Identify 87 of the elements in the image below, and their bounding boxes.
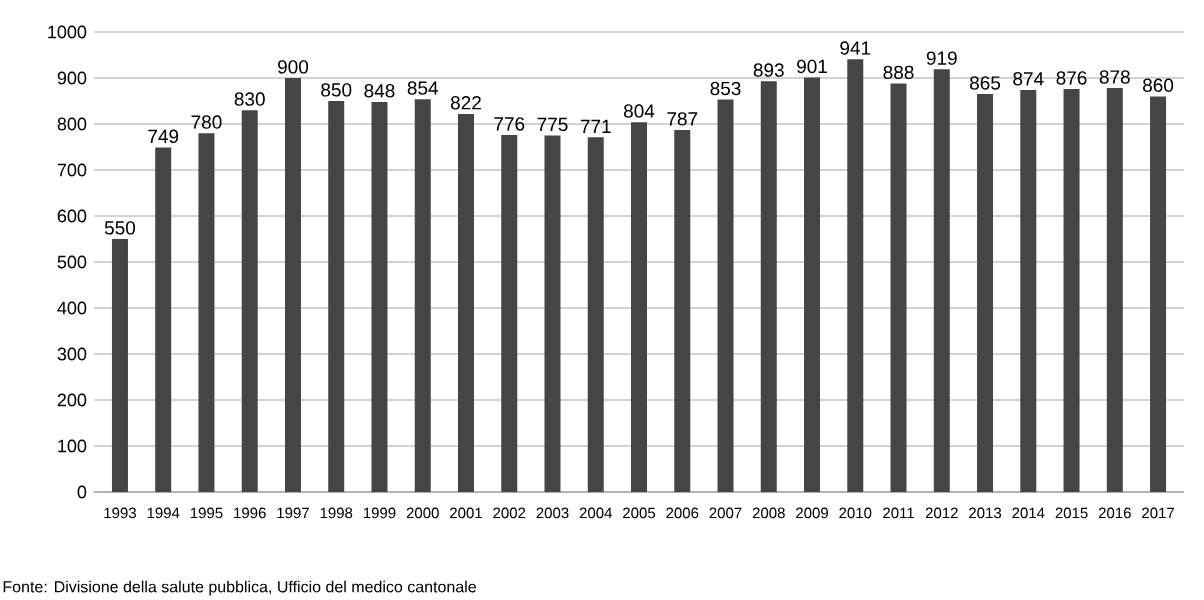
x-tick-label: 2017 <box>1142 507 1174 519</box>
y-tick-label: 800 <box>57 117 87 131</box>
data-label: 830 <box>234 92 265 106</box>
x-tick-label: 1996 <box>234 507 266 519</box>
data-label: 853 <box>710 81 741 96</box>
x-tick-label: 1998 <box>320 507 353 519</box>
y-tick-label: 100 <box>58 439 87 453</box>
bar <box>631 122 647 492</box>
x-tick-label: 1994 <box>147 507 180 519</box>
x-tick-label: 1997 <box>277 507 309 519</box>
data-label: 780 <box>191 115 222 129</box>
x-tick-label: 2010 <box>839 507 872 519</box>
bar <box>977 94 994 492</box>
data-label: 888 <box>883 65 914 80</box>
bar <box>155 147 172 492</box>
data-label: 893 <box>753 63 784 77</box>
y-tick-label: 200 <box>57 393 87 407</box>
bar <box>804 77 821 492</box>
data-label: 874 <box>1013 72 1044 86</box>
data-label: 876 <box>1056 71 1087 85</box>
y-tick-label: 0 <box>77 485 87 499</box>
data-label: 804 <box>623 104 655 118</box>
bar <box>414 99 431 492</box>
data-label: 878 <box>1099 70 1130 84</box>
bar <box>674 129 691 492</box>
bar <box>1020 89 1037 492</box>
bar <box>587 137 604 492</box>
x-tick-label: 2013 <box>969 507 1002 519</box>
y-tick-label: 400 <box>57 301 87 315</box>
data-label: 787 <box>667 112 698 126</box>
bar <box>717 99 734 492</box>
data-label: 865 <box>970 76 1001 90</box>
y-tick-label: 600 <box>57 209 87 223</box>
x-tick-label: 2000 <box>406 507 439 519</box>
bar <box>760 81 777 492</box>
data-label: 775 <box>537 117 568 132</box>
x-tick-label: 2011 <box>883 507 914 519</box>
bar <box>328 101 345 492</box>
data-label: 860 <box>1143 78 1174 92</box>
bar <box>457 113 474 492</box>
data-label: 941 <box>840 41 871 55</box>
data-label: 749 <box>148 129 179 144</box>
data-label: 771 <box>580 119 611 133</box>
x-tick-label: 1999 <box>363 507 396 519</box>
x-tick-label: 2006 <box>666 507 699 519</box>
y-tick-label: 1000 <box>48 25 87 39</box>
bar <box>1150 96 1167 492</box>
data-label: 850 <box>321 83 352 97</box>
x-tick-label: 2009 <box>796 507 828 519</box>
x-tick-label: 2001 <box>450 507 482 519</box>
x-tick-label: 1995 <box>190 507 223 519</box>
bar <box>111 239 128 492</box>
bar <box>241 110 258 492</box>
bar <box>890 83 907 492</box>
x-tick-label: 2005 <box>623 507 656 519</box>
y-tick-label: 900 <box>57 71 87 85</box>
data-label: 776 <box>494 117 525 131</box>
data-label: 919 <box>926 51 957 65</box>
x-tick-label: 2004 <box>579 507 612 519</box>
data-label: 854 <box>407 81 439 95</box>
bar <box>501 135 518 492</box>
x-tick-label: 2002 <box>493 507 526 519</box>
data-label: 550 <box>104 221 136 235</box>
x-tick-label: 2012 <box>925 507 958 519</box>
x-tick-label: 2016 <box>1098 507 1131 519</box>
data-label: 822 <box>450 96 481 110</box>
bar <box>284 78 301 492</box>
y-tick-label: 500 <box>57 255 87 269</box>
bar <box>1106 88 1123 492</box>
y-tick-label: 700 <box>57 163 87 177</box>
data-label: 901 <box>797 59 827 74</box>
x-tick-label: 2014 <box>1012 507 1045 519</box>
bar <box>198 133 215 492</box>
x-tick-label: 1993 <box>104 507 136 519</box>
x-tick-label: 2015 <box>1055 507 1088 519</box>
x-tick-label: 2007 <box>709 507 742 519</box>
bar <box>1063 89 1080 492</box>
y-tick-label: 300 <box>57 347 87 361</box>
x-tick-label: 2008 <box>752 507 785 519</box>
bar <box>544 135 561 492</box>
x-tick-label: 2003 <box>536 507 569 519</box>
data-label: 900 <box>278 60 309 74</box>
source-note: Fonte: Divisione della salute pubblica, Ufficio del medico cantonale <box>3 580 476 596</box>
bar <box>847 59 864 492</box>
bar <box>933 69 950 492</box>
data-label: 848 <box>364 84 395 98</box>
bar <box>371 101 388 492</box>
